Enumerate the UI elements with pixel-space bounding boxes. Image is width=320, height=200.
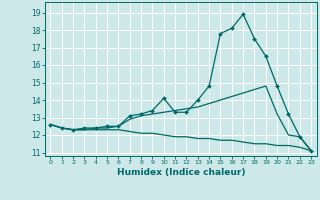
X-axis label: Humidex (Indice chaleur): Humidex (Indice chaleur) <box>116 168 245 177</box>
